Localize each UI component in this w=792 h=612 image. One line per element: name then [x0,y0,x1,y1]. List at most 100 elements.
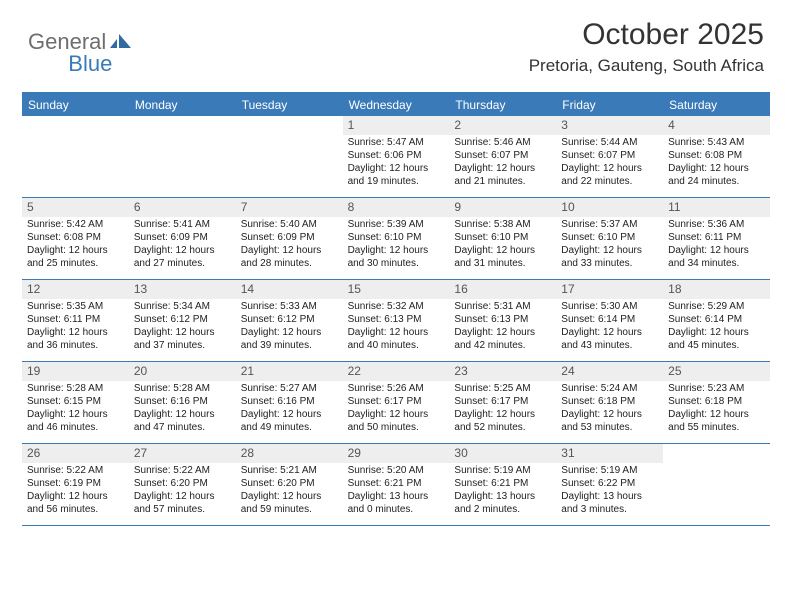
day-info-line: Daylight: 12 hours [348,245,445,258]
day-info-line: Sunrise: 5:39 AM [348,219,445,232]
title-block: October 2025 Pretoria, Gauteng, South Af… [529,18,764,76]
day-info-line: Daylight: 12 hours [454,245,551,258]
day-cell: 20Sunrise: 5:28 AMSunset: 6:16 PMDayligh… [129,362,236,443]
day-cell: 4Sunrise: 5:43 AMSunset: 6:08 PMDaylight… [663,116,770,197]
day-cell: 12Sunrise: 5:35 AMSunset: 6:11 PMDayligh… [22,280,129,361]
day-cell: 6Sunrise: 5:41 AMSunset: 6:09 PMDaylight… [129,198,236,279]
day-cell: 23Sunrise: 5:25 AMSunset: 6:17 PMDayligh… [449,362,556,443]
day-info-line: Sunset: 6:14 PM [561,314,658,327]
day-info-line: and 57 minutes. [134,504,231,517]
day-cell: 31Sunrise: 5:19 AMSunset: 6:22 PMDayligh… [556,444,663,525]
day-info-line: Daylight: 12 hours [454,327,551,340]
day-cell: 27Sunrise: 5:22 AMSunset: 6:20 PMDayligh… [129,444,236,525]
day-info-line: Sunset: 6:17 PM [348,396,445,409]
day-info-line: Sunrise: 5:23 AM [668,383,765,396]
day-number: 25 [663,362,770,381]
day-info-line: Daylight: 12 hours [134,491,231,504]
day-info-line: and 47 minutes. [134,422,231,435]
day-number: 26 [22,444,129,463]
day-cell: 15Sunrise: 5:32 AMSunset: 6:13 PMDayligh… [343,280,450,361]
day-info-line: and 56 minutes. [27,504,124,517]
day-info-line: Sunset: 6:09 PM [134,232,231,245]
day-number: 29 [343,444,450,463]
day-number: 27 [129,444,236,463]
day-info-line: Sunset: 6:10 PM [348,232,445,245]
day-cell: 19Sunrise: 5:28 AMSunset: 6:15 PMDayligh… [22,362,129,443]
dow-cell: Friday [556,94,663,116]
day-info-line: Daylight: 13 hours [454,491,551,504]
day-cell: 21Sunrise: 5:27 AMSunset: 6:16 PMDayligh… [236,362,343,443]
month-title: October 2025 [529,18,764,52]
week-row: 1Sunrise: 5:47 AMSunset: 6:06 PMDaylight… [22,116,770,198]
week-row: 26Sunrise: 5:22 AMSunset: 6:19 PMDayligh… [22,444,770,526]
day-info-line: Sunrise: 5:46 AM [454,137,551,150]
day-cell: 2Sunrise: 5:46 AMSunset: 6:07 PMDaylight… [449,116,556,197]
day-number: 1 [343,116,450,135]
day-number: 17 [556,280,663,299]
day-info-line: Sunrise: 5:19 AM [454,465,551,478]
day-info-line: Sunrise: 5:30 AM [561,301,658,314]
week-row: 12Sunrise: 5:35 AMSunset: 6:11 PMDayligh… [22,280,770,362]
day-info-line: Daylight: 12 hours [27,491,124,504]
day-number: 20 [129,362,236,381]
day-info-line: Daylight: 12 hours [561,163,658,176]
empty-day-cell [129,116,236,197]
day-info-line: Sunset: 6:16 PM [134,396,231,409]
day-info-line: Sunset: 6:06 PM [348,150,445,163]
day-info-line: Daylight: 12 hours [454,409,551,422]
day-info-line: and 39 minutes. [241,340,338,353]
day-info-line: Sunset: 6:21 PM [348,478,445,491]
day-cell: 16Sunrise: 5:31 AMSunset: 6:13 PMDayligh… [449,280,556,361]
day-info-line: Daylight: 12 hours [454,163,551,176]
day-number: 30 [449,444,556,463]
day-of-week-row: SundayMondayTuesdayWednesdayThursdayFrid… [22,94,770,116]
day-cell: 8Sunrise: 5:39 AMSunset: 6:10 PMDaylight… [343,198,450,279]
day-info-line: and 36 minutes. [27,340,124,353]
day-cell: 24Sunrise: 5:24 AMSunset: 6:18 PMDayligh… [556,362,663,443]
day-info-line: Sunset: 6:21 PM [454,478,551,491]
day-info-line: Sunrise: 5:22 AM [27,465,124,478]
day-number: 9 [449,198,556,217]
day-number: 5 [22,198,129,217]
day-info-line: Sunset: 6:19 PM [27,478,124,491]
day-info-line: Daylight: 12 hours [134,409,231,422]
day-cell: 25Sunrise: 5:23 AMSunset: 6:18 PMDayligh… [663,362,770,443]
day-info-line: Sunrise: 5:36 AM [668,219,765,232]
day-cell: 9Sunrise: 5:38 AMSunset: 6:10 PMDaylight… [449,198,556,279]
day-info-line: Daylight: 12 hours [668,409,765,422]
day-info-line: Sunrise: 5:20 AM [348,465,445,478]
empty-day-cell [236,116,343,197]
day-info-line: and 53 minutes. [561,422,658,435]
logo: General Blue [28,18,112,66]
day-number: 6 [129,198,236,217]
day-number: 2 [449,116,556,135]
day-info-line: and 40 minutes. [348,340,445,353]
day-cell: 30 Sunrise: 5:19 AMSunset: 6:21 PMDayligh… [449,444,556,525]
day-info-line: and 52 minutes. [454,422,551,435]
day-info-line: Sunset: 6:18 PM [561,396,658,409]
day-cell: 10Sunrise: 5:37 AMSunset: 6:10 PMDayligh… [556,198,663,279]
day-number: 12 [22,280,129,299]
day-cell: 11Sunrise: 5:36 AMSunset: 6:11 PMDayligh… [663,198,770,279]
day-number: 19 [22,362,129,381]
day-info-line: Daylight: 12 hours [134,245,231,258]
day-info-line: Sunset: 6:11 PM [668,232,765,245]
day-info-line: and 34 minutes. [668,258,765,271]
dow-cell: Wednesday [343,94,450,116]
day-info-line: and 2 minutes. [454,504,551,517]
day-info-line: Sunrise: 5:29 AM [668,301,765,314]
day-info-line: and 49 minutes. [241,422,338,435]
day-cell: 3Sunrise: 5:44 AMSunset: 6:07 PMDaylight… [556,116,663,197]
day-number: 16 [449,280,556,299]
logo-text-blue: Blue [68,51,112,77]
day-info-line: Sunrise: 5:35 AM [27,301,124,314]
day-info-line: Sunset: 6:10 PM [454,232,551,245]
day-info-line: Sunset: 6:08 PM [27,232,124,245]
dow-cell: Thursday [449,94,556,116]
day-info-line: Daylight: 12 hours [134,327,231,340]
day-cell: 28Sunrise: 5:21 AMSunset: 6:20 PMDayligh… [236,444,343,525]
day-number: 14 [236,280,343,299]
calendar: SundayMondayTuesdayWednesdayThursdayFrid… [22,92,770,526]
day-number: 28 [236,444,343,463]
day-info-line: Sunrise: 5:28 AM [27,383,124,396]
